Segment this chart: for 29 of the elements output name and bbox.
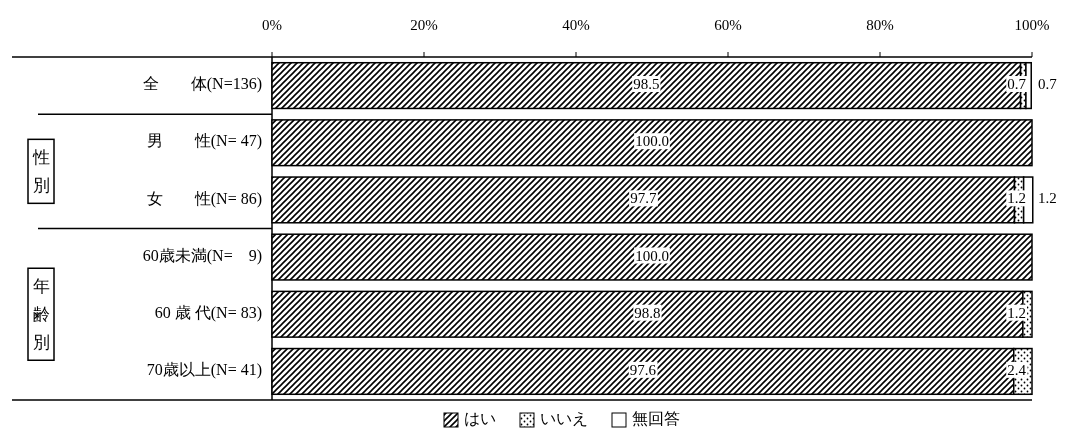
data-label: 0.7: [1007, 76, 1026, 92]
tick: 60%: [714, 17, 742, 34]
data-label: 98.5: [633, 76, 660, 92]
annotation: 年齢別: [32, 277, 50, 353]
data-label: 97.6: [629, 361, 656, 378]
legend-label: いいえ: [540, 409, 588, 427]
data-label: 1.2: [1007, 304, 1026, 321]
tick: 40%: [562, 17, 590, 34]
category: 全 体(N=136): [142, 75, 262, 93]
category: 男 性(N= 47): [146, 132, 262, 150]
tick: 80%: [866, 17, 894, 34]
data-label: 98.8: [634, 304, 661, 321]
category: 女 性(N= 86): [146, 189, 262, 207]
tick: 100%: [1014, 17, 1050, 34]
data-label: 0.7: [1038, 76, 1057, 92]
annotation: 性別: [32, 148, 50, 196]
data-label: 1.2: [1007, 190, 1026, 207]
tick: 0%: [262, 17, 282, 34]
category: 60 歳 代(N= 83): [154, 303, 262, 321]
data-label: 97.7: [630, 190, 657, 207]
legend-label: 無回答: [632, 409, 680, 427]
legend-label: はい: [464, 409, 496, 427]
data-label: 1.2: [1038, 190, 1057, 207]
category: 70歳以上(N= 41): [146, 361, 262, 379]
data-label: 100.0: [635, 133, 669, 150]
category: 60歳未満(N= 9): [142, 246, 262, 264]
tick: 20%: [410, 17, 438, 34]
data-label: 2.4: [1007, 361, 1026, 378]
data-label: 100.0: [635, 247, 669, 264]
